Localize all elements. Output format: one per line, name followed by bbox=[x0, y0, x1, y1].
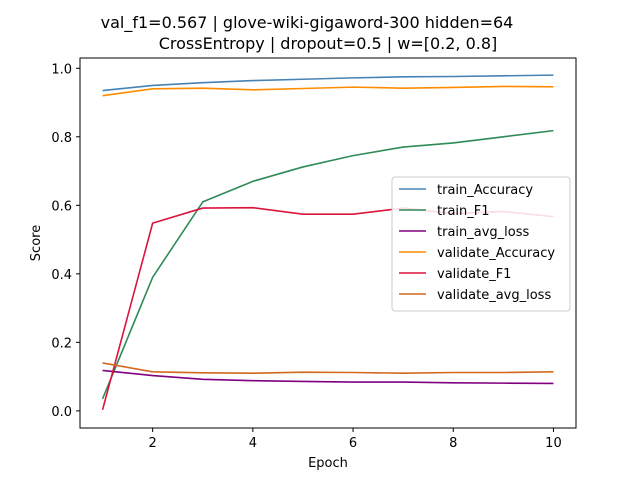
x-axis: 2 4 6 8 10 bbox=[149, 428, 562, 451]
x-tick-label: 6 bbox=[349, 436, 357, 451]
x-tick-label: 2 bbox=[149, 436, 157, 451]
legend: train_Accuracy train_F1 train_avg_lossvali… bbox=[391, 176, 571, 312]
legend-label: validate_Accuracy bbox=[437, 246, 555, 261]
series-line-train_avg_loss bbox=[102, 369, 554, 385]
legend-label: train_avg_loss bbox=[437, 225, 530, 240]
plot-frame bbox=[79, 57, 577, 429]
x-tick-label: 4 bbox=[249, 436, 257, 451]
y-tick-label: 0.6 bbox=[51, 199, 72, 214]
y-tick-label: 1.0 bbox=[51, 62, 72, 77]
series-line-train_Accuracy bbox=[102, 74, 554, 92]
chart-title-line2: CrossEntropy | dropout=0.5 | w=[0.2, 0.8… bbox=[159, 34, 498, 53]
x-tick-label: 10 bbox=[545, 436, 562, 451]
series-line-validate_avg_loss bbox=[102, 362, 554, 374]
y-axis-label: Score bbox=[29, 225, 44, 261]
series-line-train_F1 bbox=[101, 129, 554, 400]
y-tick-label: 0.0 bbox=[51, 405, 72, 420]
legend-box bbox=[391, 176, 571, 312]
series-line-validate_Accuracy bbox=[102, 85, 554, 97]
plot-lines bbox=[101, 74, 554, 411]
y-tick-label: 0.4 bbox=[51, 268, 72, 283]
legend-label: validate_F1 bbox=[437, 267, 511, 282]
x-axis-label: Epoch bbox=[308, 456, 348, 471]
y-tick-label: 0.2 bbox=[51, 336, 72, 351]
y-axis: 0.0 0.2 0.4 0.6 0.8 1.0 bbox=[51, 62, 80, 420]
legend-label: train_Accuracy bbox=[437, 183, 533, 198]
legend-label: validate_avg_loss bbox=[437, 288, 551, 303]
legend-label: train_F1 bbox=[437, 204, 490, 219]
x-tick-label: 8 bbox=[449, 436, 457, 451]
chart-title-line1: val_f1=0.567 | glove-wiki-gigaword-300 h… bbox=[101, 13, 514, 33]
y-tick-label: 0.8 bbox=[51, 131, 72, 146]
